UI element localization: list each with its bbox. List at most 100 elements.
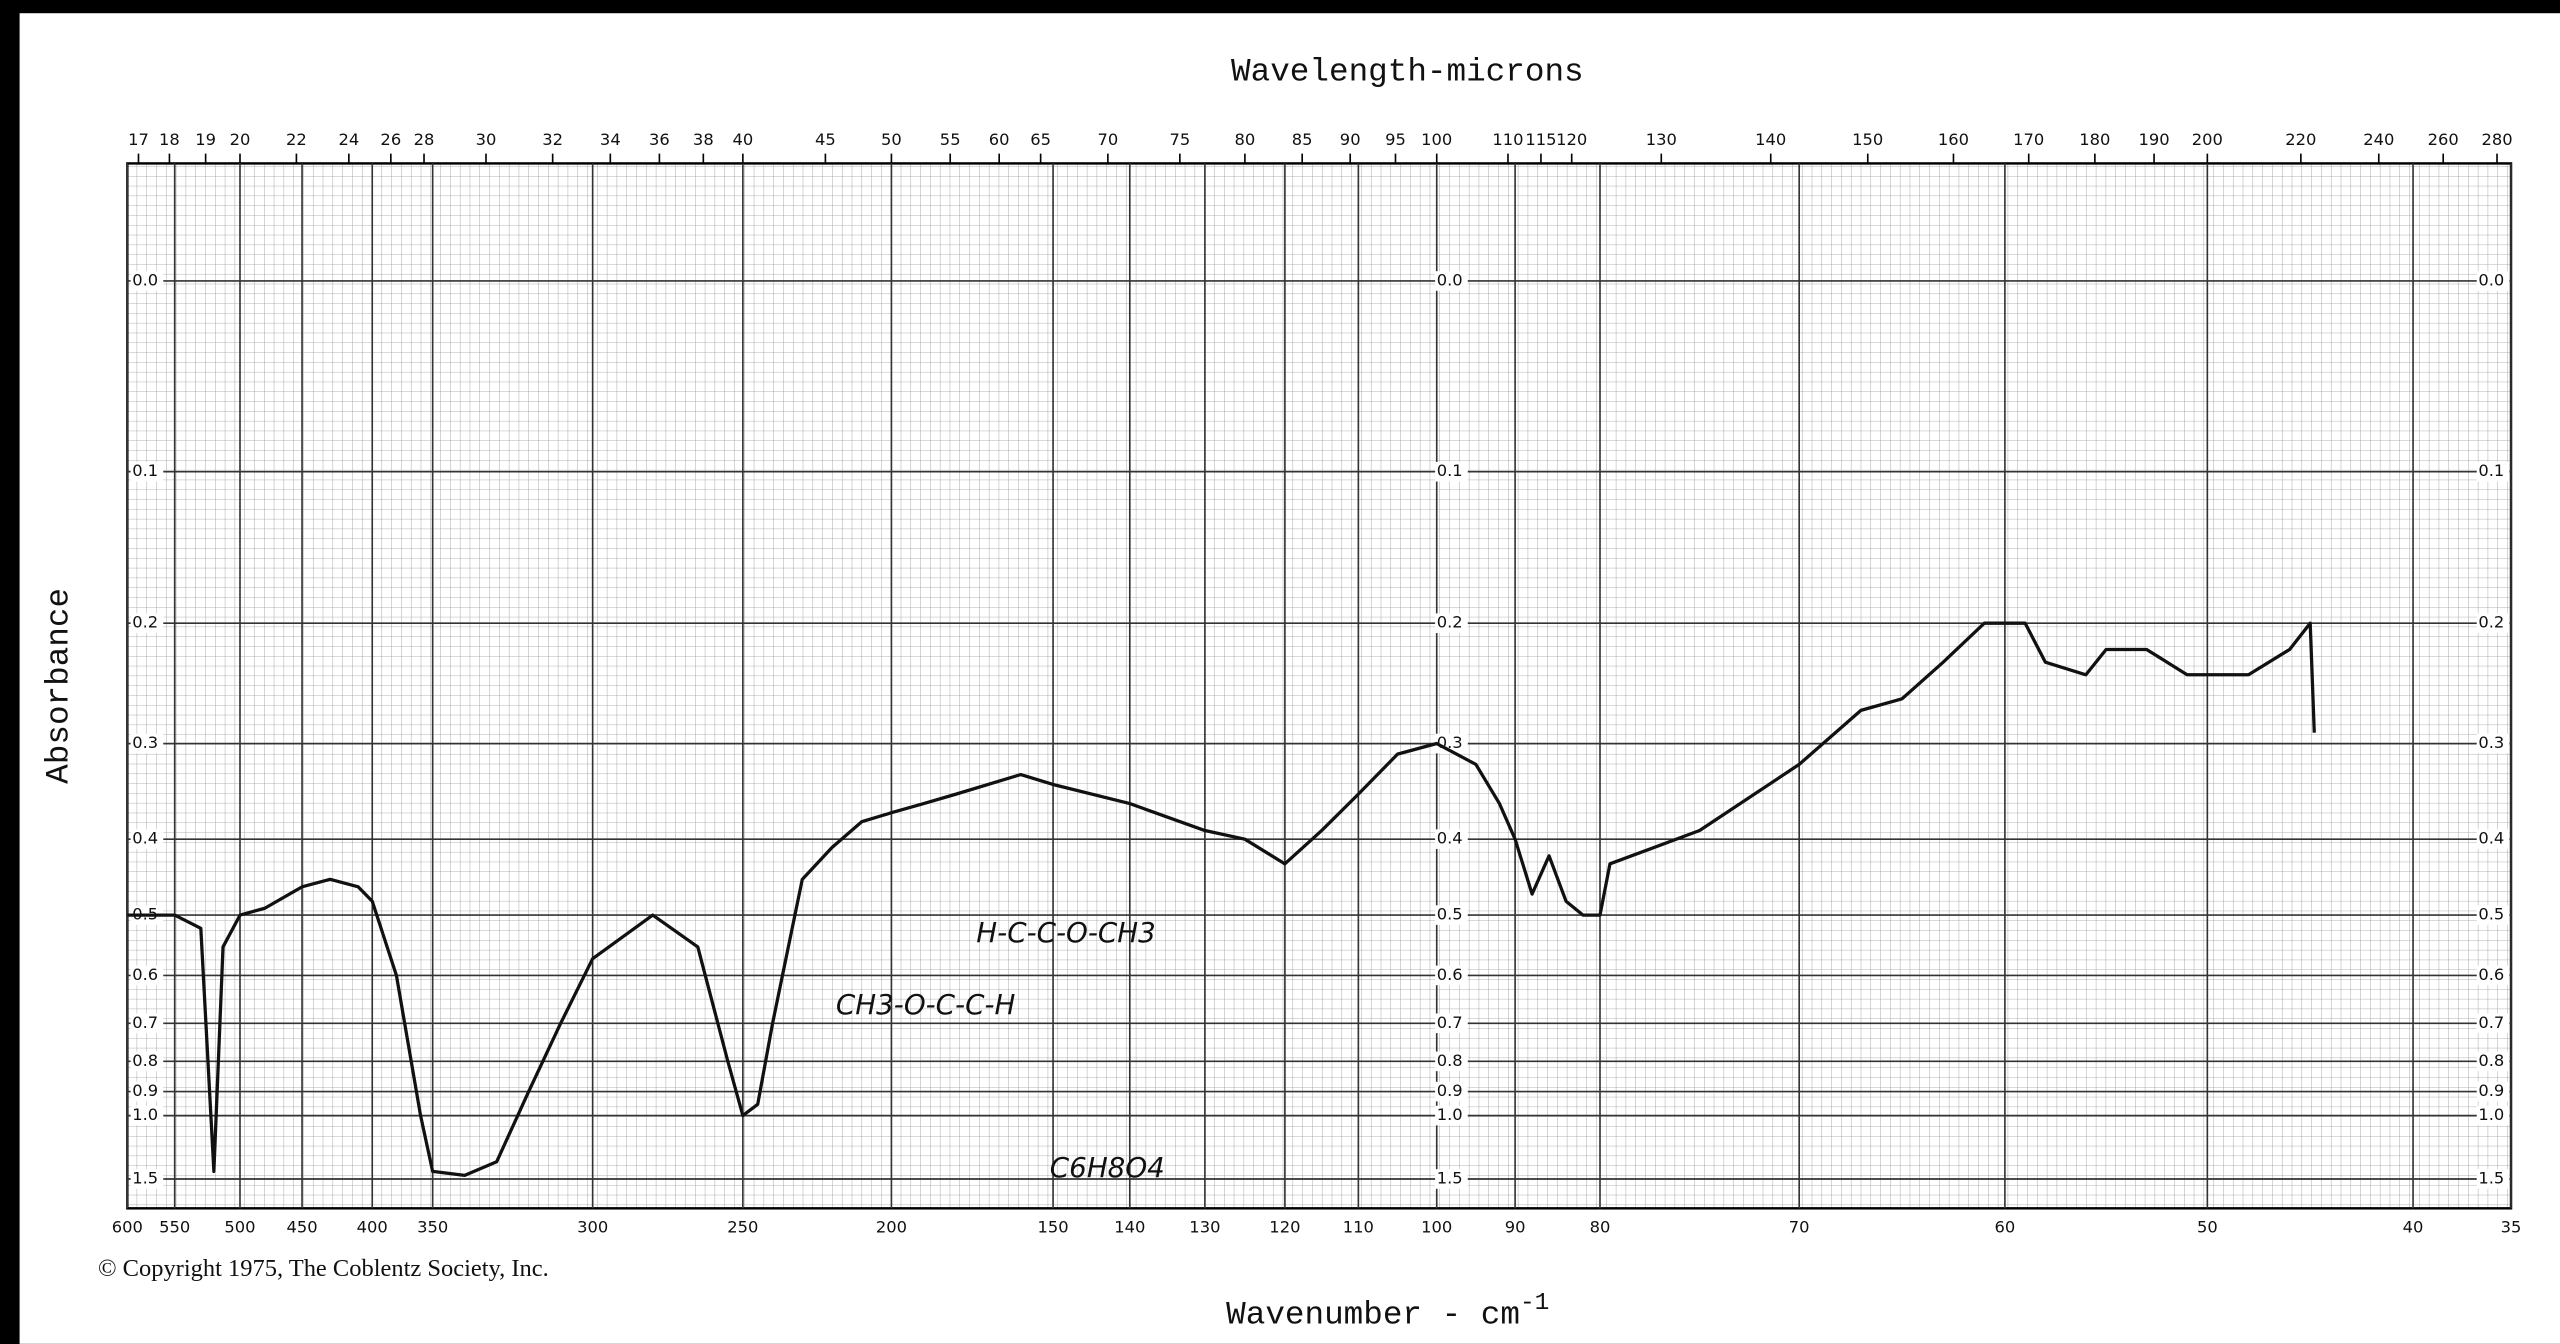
y-tick-label-bg [130,733,164,754]
annotation: H-C-C-O-CH3 [976,916,1155,949]
x2-tick-label: 19 [195,130,216,149]
y-tick-label: 0.2 [1437,613,1463,632]
annotation: CH3-O-C-C-H [836,988,1016,1021]
x2-tick-label: 100 [1421,130,1452,149]
x2-tick-label: 65 [1030,130,1051,149]
y-tick-label: 0.8 [2478,1051,2504,1070]
y-tick-label-bg [1435,1081,1468,1102]
x2-tick-label: 190 [2139,130,2170,149]
x2-tick-label: 18 [159,130,180,149]
x-axis-label: Wavenumber - cm-1 [1226,1290,1549,1333]
y-tick-label-bg [1435,613,1468,634]
y-tick-label: 0.2 [2478,613,2504,632]
x-tick-label: 350 [417,1217,448,1236]
y-tick-label: 0.9 [132,1081,158,1100]
x-tick-label: 550 [159,1217,190,1236]
x2-tick-label: 22 [286,130,307,149]
y-tick-label: 0.9 [2478,1081,2504,1100]
y-tick-label-bg [2476,829,2510,849]
x2-tick-label: 85 [1292,130,1313,149]
x2-tick-label: 90 [1340,130,1361,149]
y-tick-label: 0.4 [132,829,158,848]
x2-tick-label: 60 [989,130,1010,149]
y-tick-label: 0.1 [132,461,158,480]
x-tick-label: 400 [357,1217,388,1236]
x-tick-label: 120 [1269,1217,1300,1236]
y-tick-label: 0.0 [132,270,158,289]
y-tick-label-bg [1435,829,1468,849]
y-tick-label-bg [1435,965,1468,986]
x2-tick-label: 160 [1938,130,1969,149]
x2-tick-label: 110 [1492,130,1523,149]
x2-tick-label: 95 [1385,130,1406,149]
y-tick-label: 0.4 [1437,829,1463,848]
y-tick-label-bg [1435,1105,1468,1126]
x2-tick-label: 140 [1755,130,1786,149]
x2-tick-label: 115 [1525,130,1556,149]
y-tick-label: 0.0 [2478,270,2504,289]
x2-tick-label: 170 [2013,130,2044,149]
y-tick-label-bg [2476,1169,2510,1189]
y-tick-label: 0.8 [132,1051,158,1070]
x-tick-label: 130 [1189,1217,1220,1236]
x2-tick-label: 280 [2481,130,2512,149]
annotation: C6H8O4 [1050,1151,1165,1184]
x2-tick-label: 260 [2428,130,2459,149]
x2-tick-label: 120 [1556,130,1587,149]
x2-tick-label: 34 [600,130,621,149]
x2-axis-label: Wavelength-microns [1231,54,1584,91]
y-tick-label: 0.1 [2478,461,2504,480]
y-tick-label: 0.9 [1437,1081,1463,1100]
x2-tick-label: 150 [1852,130,1883,149]
x2-tick-label: 80 [1235,130,1256,149]
x-tick-label: 200 [876,1217,907,1236]
y-tick-label: 1.0 [132,1105,158,1124]
y-tick-label-bg [1435,1013,1468,1034]
spectrum-line [127,621,2316,1177]
x2-tick-label: 240 [2363,130,2394,149]
x2-tick-label: 45 [815,130,836,149]
x2-tick-label: 200 [2192,130,2223,149]
x2-tick-label: 55 [940,130,961,149]
y-tick-label: 0.5 [1437,905,1463,924]
x2-tick-label: 20 [230,130,251,149]
y-tick-label-bg [1435,271,1468,291]
x-tick-label: 90 [1505,1217,1526,1236]
x2-tick-label: 220 [2285,130,2316,149]
y-tick-label-bg [130,1051,164,1072]
x2-tick-label: 17 [128,130,149,149]
y-tick-label-bg [2476,965,2510,986]
x2-tick-label: 75 [1169,130,1190,149]
x-tick-label: 60 [1995,1217,2016,1236]
y-tick-label-bg [1435,905,1468,925]
y-tick-label: 0.6 [2478,965,2504,984]
y-tick-label: 0.2 [132,613,158,632]
y-tick-label: 1.5 [132,1169,158,1188]
y-tick-label: 0.5 [2478,905,2504,924]
x-tick-label: 40 [2403,1217,2424,1236]
y-tick-label-bg [130,271,164,291]
y-tick-label-bg [130,1081,164,1102]
x-tick-label: 100 [1421,1217,1452,1236]
y-tick-label-bg [2476,1105,2510,1126]
y-tick-label: 0.7 [1437,1013,1463,1032]
y-tick-label: 1.5 [2478,1169,2504,1188]
y-tick-label: 0.3 [132,733,158,752]
y-tick-label-bg [130,1013,164,1034]
x2-tick-label: 36 [649,130,670,149]
y-tick-label-bg [2476,1013,2510,1034]
x2-tick-label: 28 [414,130,435,149]
y-tick-label: 1.0 [1437,1105,1463,1124]
y-tick-label-bg [130,1169,164,1189]
y-tick-label-bg [1435,1169,1468,1189]
x-tick-label: 110 [1343,1217,1374,1236]
y-tick-label-bg [2476,1081,2510,1102]
y-tick-label: 0.1 [1437,461,1463,480]
x-tick-label: 35 [2501,1217,2522,1236]
x2-tick-label: 24 [338,130,359,149]
x2-tick-label: 30 [476,130,497,149]
y-tick-label-bg [130,829,164,849]
x-tick-label: 300 [577,1217,608,1236]
